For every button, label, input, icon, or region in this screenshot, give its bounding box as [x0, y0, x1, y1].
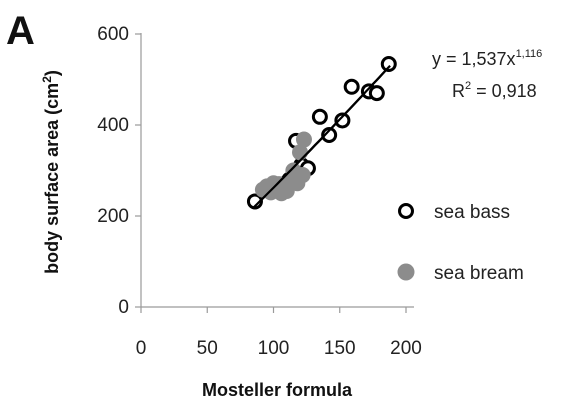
x-tick-label: 150: [324, 338, 356, 359]
y-tick-label: 200: [97, 206, 129, 227]
r-squared-symbol: R: [452, 81, 465, 101]
y-axis-title: body surface area (cm2): [40, 70, 62, 274]
data-points: [246, 56, 397, 210]
legend: sea bass sea bream: [397, 202, 524, 284]
legend-label-sea-bass: sea bass: [434, 202, 510, 223]
sea-bass-point: [334, 112, 351, 129]
fit-line-overlay: [252, 64, 391, 209]
sea-bass-point: [321, 127, 338, 144]
sea-bass-point: [343, 78, 360, 95]
y-tick-label: 0: [118, 297, 129, 318]
y-axis-title-close: ): [42, 70, 62, 76]
x-tick-label: 100: [258, 338, 290, 359]
sea-bream-point: [294, 167, 311, 184]
sea-bass-point: [368, 85, 385, 102]
sea-bream-point: [295, 131, 312, 148]
fit-equation: y = 1,537x1,116: [432, 48, 542, 69]
sea-bass-point: [246, 193, 263, 210]
y-axis-title-superscript: 2: [40, 76, 54, 83]
panel-label: A: [6, 9, 35, 53]
r-squared: R2 = 0,918: [452, 80, 537, 101]
sea-bass-point: [311, 108, 328, 125]
x-tick-label: 200: [390, 338, 422, 359]
x-ticks: 0 50 100 150 200: [136, 307, 422, 359]
legend-marker-sea-bass: [398, 203, 414, 219]
legend-label-sea-bream: sea bream: [434, 263, 524, 284]
r-squared-superscript: 2: [465, 80, 471, 92]
r-squared-value: = 0,918: [471, 81, 537, 101]
legend-marker-sea-bream: [397, 263, 415, 281]
y-ticks: 0 200 400 600: [97, 24, 141, 318]
x-axis-title: Mosteller formula: [202, 380, 353, 400]
y-tick-label: 400: [97, 115, 129, 136]
y-tick-label: 600: [97, 24, 129, 45]
fit-equation-prefix: y = 1,537x: [432, 49, 516, 69]
x-tick-label: 50: [197, 338, 218, 359]
x-tick-label: 0: [136, 338, 147, 359]
axes: [140, 33, 414, 308]
sea-bass-point: [380, 56, 397, 73]
fit-equation-exponent: 1,116: [516, 48, 543, 60]
y-axis-title-main: body surface area (cm: [42, 83, 62, 274]
